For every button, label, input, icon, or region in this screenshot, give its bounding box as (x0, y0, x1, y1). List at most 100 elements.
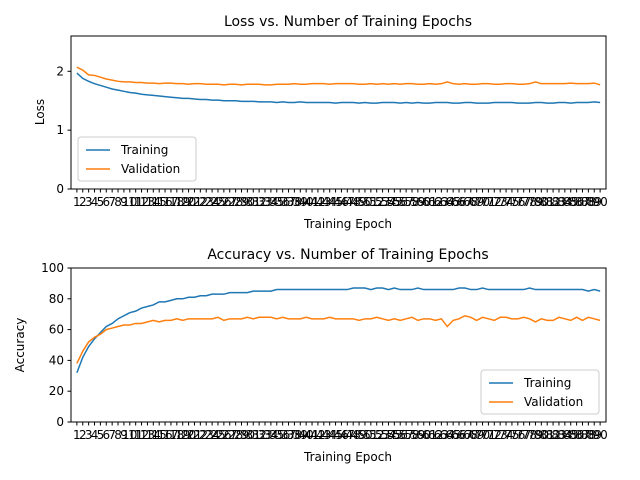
accuracy-legend-box (480, 369, 600, 415)
accuracy-x-tick-label: 52 (369, 428, 384, 442)
accuracy-x-tick-label: 69 (469, 428, 484, 442)
loss-x-tick-label: 49 (351, 195, 366, 209)
accuracy-x-tick-label: 46 (334, 428, 349, 442)
loss-x-tick-label: 88 (581, 195, 596, 209)
accuracy-legend: Training Validation (480, 369, 600, 415)
loss-x-tick-label: 12 (134, 195, 149, 209)
accuracy-x-tick-label: 48 (346, 428, 361, 442)
loss-x-tick-label: 63 (434, 195, 449, 209)
loss-x-tick-label: 68 (463, 195, 478, 209)
accuracy-x-tick-label: 62 (428, 428, 443, 442)
accuracy-x-tick-label: 32 (251, 428, 266, 442)
accuracy-x-tick-label: 53 (375, 428, 390, 442)
loss-x-tick-label: 18 (169, 195, 184, 209)
accuracy-x-tick-label: 8 (114, 428, 122, 442)
loss-x-tick-label: 32 (251, 195, 266, 209)
accuracy-plot-area: 0204060801001234567891011121314151617181… (41, 261, 608, 442)
accuracy-chart: Accuracy vs. Number of Training Epochs 0… (13, 247, 608, 464)
accuracy-y-tick-label: 40 (49, 353, 64, 367)
accuracy-x-tick-label: 12 (134, 428, 149, 442)
accuracy-x-tick-label: 6 (102, 428, 110, 442)
loss-x-tick-label: 20 (181, 195, 196, 209)
accuracy-x-tick-label: 18 (169, 428, 184, 442)
accuracy-x-tick-label: 26 (216, 428, 231, 442)
loss-x-tick-label: 79 (528, 195, 543, 209)
accuracy-axes-frame (70, 267, 607, 423)
accuracy-x-tick-label: 80 (534, 428, 549, 442)
loss-x-tick-label: 75 (504, 195, 519, 209)
accuracy-x-tick-label: 86 (569, 428, 584, 442)
accuracy-x-tick-label: 33 (257, 428, 272, 442)
accuracy-x-tick-label: 24 (204, 428, 219, 442)
loss-x-tick-label: 40 (299, 195, 314, 209)
accuracy-x-tick-label: 29 (234, 428, 249, 442)
loss-x-tick-label: 35 (269, 195, 284, 209)
accuracy-x-tick-label: 85 (563, 428, 578, 442)
accuracy-x-tick-label: 7 (108, 428, 116, 442)
accuracy-x-tick-label: 2 (79, 428, 87, 442)
accuracy-x-tick-label: 68 (463, 428, 478, 442)
accuracy-x-tick-label: 75 (504, 428, 519, 442)
loss-x-tick-label: 19 (175, 195, 190, 209)
loss-x-tick-label: 72 (487, 195, 502, 209)
accuracy-x-tick-label: 74 (498, 428, 513, 442)
accuracy-x-tick-label: 60 (416, 428, 431, 442)
loss-x-tick-label: 55 (387, 195, 402, 209)
loss-x-tick-label: 52 (369, 195, 384, 209)
loss-x-tick-label: 8 (114, 195, 122, 209)
accuracy-x-tick-label: 57 (398, 428, 413, 442)
accuracy-x-tick-label: 41 (304, 428, 319, 442)
accuracy-x-tick-label: 9 (120, 428, 128, 442)
loss-x-tick-label: 45 (328, 195, 343, 209)
accuracy-x-tick-label: 65 (446, 428, 461, 442)
accuracy-x-tick-label: 31 (246, 428, 261, 442)
loss-chart-title: Loss vs. Number of Training Epochs (224, 14, 472, 30)
loss-x-tick-label: 60 (416, 195, 431, 209)
loss-x-tick-label: 42 (310, 195, 325, 209)
accuracy-x-tick-label: 1 (73, 428, 81, 442)
loss-legend-label-validation: Validation (121, 162, 180, 176)
loss-x-tick-label: 77 (516, 195, 531, 209)
accuracy-x-tick-label: 14 (146, 428, 161, 442)
loss-x-tick-label: 58 (404, 195, 419, 209)
loss-axes-frame (70, 35, 607, 190)
accuracy-x-tick-label: 43 (316, 428, 331, 442)
loss-y-axis-label: Loss (33, 99, 47, 125)
accuracy-x-tick-label: 28 (228, 428, 243, 442)
loss-x-tick-label: 30 (240, 195, 255, 209)
loss-x-tick-label: 73 (493, 195, 508, 209)
loss-x-tick-label: 56 (393, 195, 408, 209)
accuracy-x-tick-label: 73 (493, 428, 508, 442)
loss-x-tick-label: 25 (210, 195, 225, 209)
accuracy-x-tick-label: 72 (487, 428, 502, 442)
loss-x-tick-label: 2 (79, 195, 87, 209)
accuracy-y-tick-label: 60 (49, 323, 64, 337)
accuracy-y-tick-label: 20 (49, 384, 64, 398)
accuracy-x-tick-label: 64 (440, 428, 455, 442)
loss-x-tick-label: 66 (451, 195, 466, 209)
loss-x-tick-label: 14 (146, 195, 161, 209)
accuracy-x-tick-label: 11 (128, 428, 143, 442)
loss-x-tick-label: 67 (457, 195, 472, 209)
accuracy-x-tick-label: 50 (357, 428, 372, 442)
loss-x-tick-label: 37 (281, 195, 296, 209)
accuracy-x-tick-label: 70 (475, 428, 490, 442)
accuracy-y-axis-label: Accuracy (13, 318, 27, 373)
accuracy-x-tick-label: 49 (351, 428, 366, 442)
loss-x-tick-label: 15 (152, 195, 167, 209)
loss-x-tick-label: 31 (246, 195, 261, 209)
accuracy-x-tick-label: 25 (210, 428, 225, 442)
accuracy-x-tick-label: 67 (457, 428, 472, 442)
accuracy-x-tick-label: 38 (287, 428, 302, 442)
accuracy-x-tick-label: 71 (481, 428, 496, 442)
loss-x-tick-label: 36 (275, 195, 290, 209)
accuracy-series-line-training (76, 287, 601, 373)
accuracy-x-tick-label: 82 (545, 428, 560, 442)
loss-x-tick-label: 53 (375, 195, 390, 209)
loss-x-axis-label: Training Epoch (303, 217, 392, 231)
accuracy-x-tick-label: 39 (293, 428, 308, 442)
accuracy-x-tick-label: 19 (175, 428, 190, 442)
loss-x-tick-label: 57 (398, 195, 413, 209)
loss-x-tick-label: 4 (91, 195, 99, 209)
loss-x-tick-label: 3 (85, 195, 93, 209)
